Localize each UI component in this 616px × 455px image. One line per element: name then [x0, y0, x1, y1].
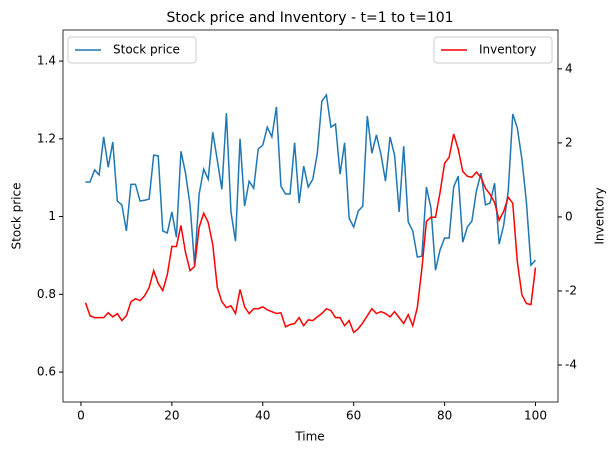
- y2-tick-label: 4: [565, 61, 573, 75]
- x-axis-label: Time: [294, 430, 324, 444]
- y2-tick-label: -4: [565, 357, 577, 371]
- legend-box: [433, 36, 553, 64]
- series-line: [84, 133, 537, 334]
- y2-axis-label: Inventory: [593, 187, 607, 244]
- legend-label: Inventory: [479, 43, 536, 57]
- x-tick-label: 0: [77, 409, 85, 423]
- x-tick-label: 40: [255, 409, 270, 423]
- y2-tick-label: -2: [565, 283, 577, 297]
- y-tick-label: 1: [48, 209, 56, 223]
- series-line: [85, 92, 537, 271]
- y2-tick-label: 0: [565, 209, 573, 223]
- y2-tick-label: 2: [565, 135, 573, 149]
- x-tick-label: 80: [437, 409, 452, 423]
- y-tick-label: 1.2: [37, 131, 56, 145]
- chart-title: Stock price and Inventory - t=1 to t=101: [166, 10, 453, 26]
- x-tick-label: 20: [164, 409, 179, 423]
- y-tick-label: 0.6: [37, 365, 56, 379]
- x-tick-label: 100: [524, 409, 547, 423]
- x-tick-label: 60: [346, 409, 361, 423]
- y-axis-label: Stock price: [10, 183, 24, 250]
- legend-label: Stock price: [113, 43, 180, 57]
- legend-box: [67, 36, 197, 64]
- plot-frame: [62, 29, 559, 403]
- y-tick-label: 1.4: [37, 54, 56, 68]
- y-tick-label: 0.8: [37, 287, 56, 301]
